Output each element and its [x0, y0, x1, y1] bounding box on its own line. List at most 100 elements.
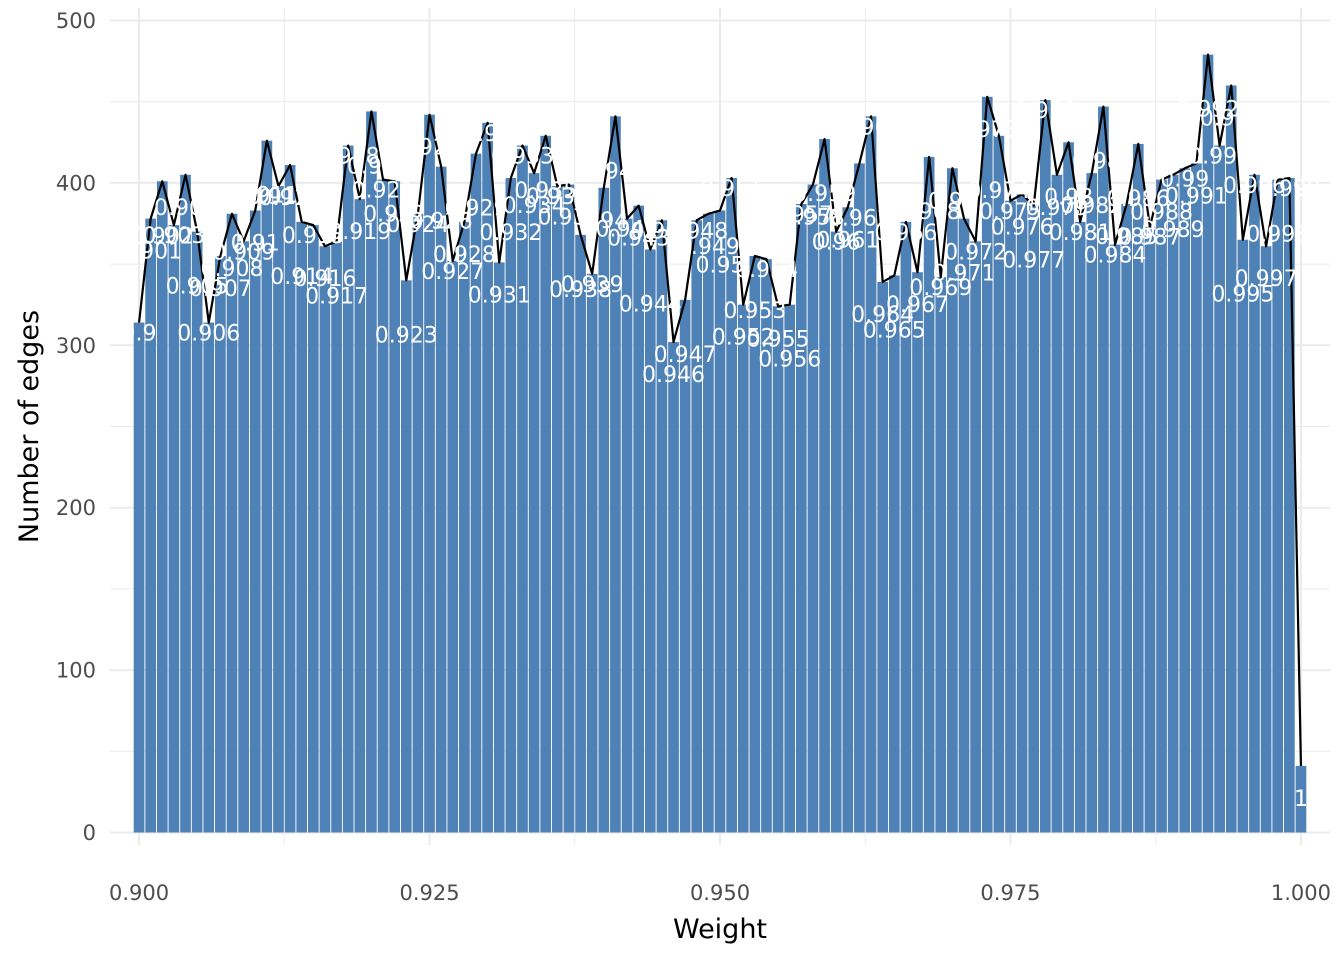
- bar: [261, 140, 273, 833]
- bar-data-label: 0.973: [956, 118, 1019, 143]
- bar-data-label: 0.984: [1084, 244, 1147, 269]
- bar-data-label: 0.932: [479, 221, 542, 246]
- bar: [1098, 106, 1109, 833]
- bar: [621, 218, 633, 833]
- bar: [389, 181, 401, 833]
- bar-data-label: 0.976: [991, 215, 1054, 240]
- bar: [1074, 221, 1086, 833]
- bar: [1005, 200, 1016, 833]
- bar: [528, 173, 540, 833]
- x-tick-label: 0.950: [690, 881, 750, 905]
- bar-data-label: 0.948: [665, 219, 728, 244]
- y-tick-label: 400: [56, 171, 96, 195]
- x-tick-label: 1.000: [1271, 881, 1331, 905]
- bar: [761, 259, 772, 833]
- bar-data-label: 0.942: [596, 218, 659, 243]
- bar: [854, 163, 865, 833]
- bar: [586, 273, 598, 833]
- bar-data-label: 0.994: [1200, 106, 1263, 131]
- bar: [342, 145, 354, 833]
- bar-data-label: 0.956: [758, 348, 821, 373]
- bar-data-label: 0.995: [1211, 283, 1274, 308]
- bar-data-label: 0.939: [561, 273, 624, 298]
- bar-data-label: 0.919: [328, 220, 391, 245]
- bar: [610, 116, 621, 833]
- y-tick-label: 100: [56, 659, 96, 683]
- bar-data-label: 0.988: [1130, 201, 1193, 226]
- y-axis-title: Number of edges: [14, 310, 45, 543]
- bar: [981, 96, 993, 833]
- bar: [993, 135, 1005, 833]
- x-axis-ticks: 0.900 0.925 0.950 0.975 1.000: [109, 881, 1331, 905]
- bar: [1156, 179, 1167, 833]
- bar-data-label: 0.946: [642, 363, 705, 388]
- bar-data-label: 0.923: [375, 323, 438, 348]
- bar-data-label: 0.999: [1258, 177, 1321, 202]
- bar-data-label: 0.957: [770, 203, 833, 228]
- y-tick-label: 200: [56, 496, 96, 520]
- bar-data-label: 0.933: [491, 145, 554, 170]
- bar: [470, 153, 482, 833]
- bar-data-label: 0.99: [1160, 167, 1209, 192]
- bar: [644, 249, 656, 833]
- bar-data-label: 0.961: [816, 228, 879, 253]
- bar: [331, 241, 342, 833]
- bar-data-label: 0.949: [677, 235, 740, 260]
- bar-data-label: 0.903: [142, 224, 205, 249]
- bar: [842, 207, 854, 833]
- bar: [505, 178, 517, 833]
- bar: [807, 184, 819, 833]
- bar-data-label: 0.934: [503, 194, 566, 219]
- bar-data-label: 0.916: [293, 267, 356, 292]
- y-tick-label: 500: [56, 9, 96, 33]
- bar-data-label: 0.904: [154, 196, 217, 221]
- bar: [447, 260, 459, 833]
- bar: [307, 225, 319, 833]
- bar-data-label: 0.914: [270, 265, 333, 290]
- bar-data-label: 0.986: [1107, 187, 1170, 212]
- bar-data-label: 0.998: [1246, 223, 1309, 248]
- bar-data-label: 0.911: [235, 184, 298, 209]
- bar: [459, 221, 470, 833]
- bar: [784, 304, 796, 833]
- bar: [377, 179, 389, 833]
- bar-data-label: 0.975: [979, 200, 1042, 225]
- bar: [1051, 174, 1063, 833]
- bar-data-label: 0.926: [410, 210, 473, 235]
- bar: [1039, 100, 1051, 833]
- bar: [1260, 246, 1272, 833]
- bar-data-label: 0.902: [131, 224, 194, 249]
- bar: [912, 272, 923, 833]
- bar-data-label: 0.901: [119, 240, 182, 265]
- bar: [1295, 765, 1307, 833]
- bar: [366, 111, 377, 833]
- bar-data-label: 0.955: [747, 327, 810, 352]
- bar-data-label: 0.981: [1049, 221, 1112, 246]
- bar: [656, 220, 668, 833]
- bar-data-label: 0.982: [1060, 194, 1123, 219]
- x-axis-title: Weight: [673, 914, 767, 945]
- bar: [226, 213, 238, 833]
- bar: [1132, 143, 1144, 833]
- bar: [691, 220, 703, 833]
- bar: [1028, 205, 1040, 833]
- bar: [633, 205, 645, 833]
- bar-data-label: 0.954: [735, 258, 798, 283]
- bar-data-label: 0.94: [579, 209, 628, 234]
- bar-data-label: 0.991: [1165, 184, 1228, 209]
- bar-data-label: 0.943: [607, 227, 670, 252]
- bar-data-label: 0.945: [630, 219, 693, 244]
- bar-data-label: 0.906: [177, 322, 240, 347]
- bar: [191, 231, 203, 833]
- bar-data-label: 0.96: [812, 231, 861, 256]
- bar-data-label: 0.996: [1223, 174, 1286, 199]
- bar-data-label: 0.937: [537, 206, 600, 231]
- bar-data-label: 0.985: [1095, 225, 1158, 250]
- y-axis-ticks: 0 100 200 300 400 500: [56, 9, 96, 845]
- bar: [551, 186, 563, 833]
- bar-data-label: 0.935: [514, 179, 577, 204]
- bar: [400, 280, 412, 833]
- bar: [679, 299, 691, 833]
- bar: [1016, 194, 1028, 833]
